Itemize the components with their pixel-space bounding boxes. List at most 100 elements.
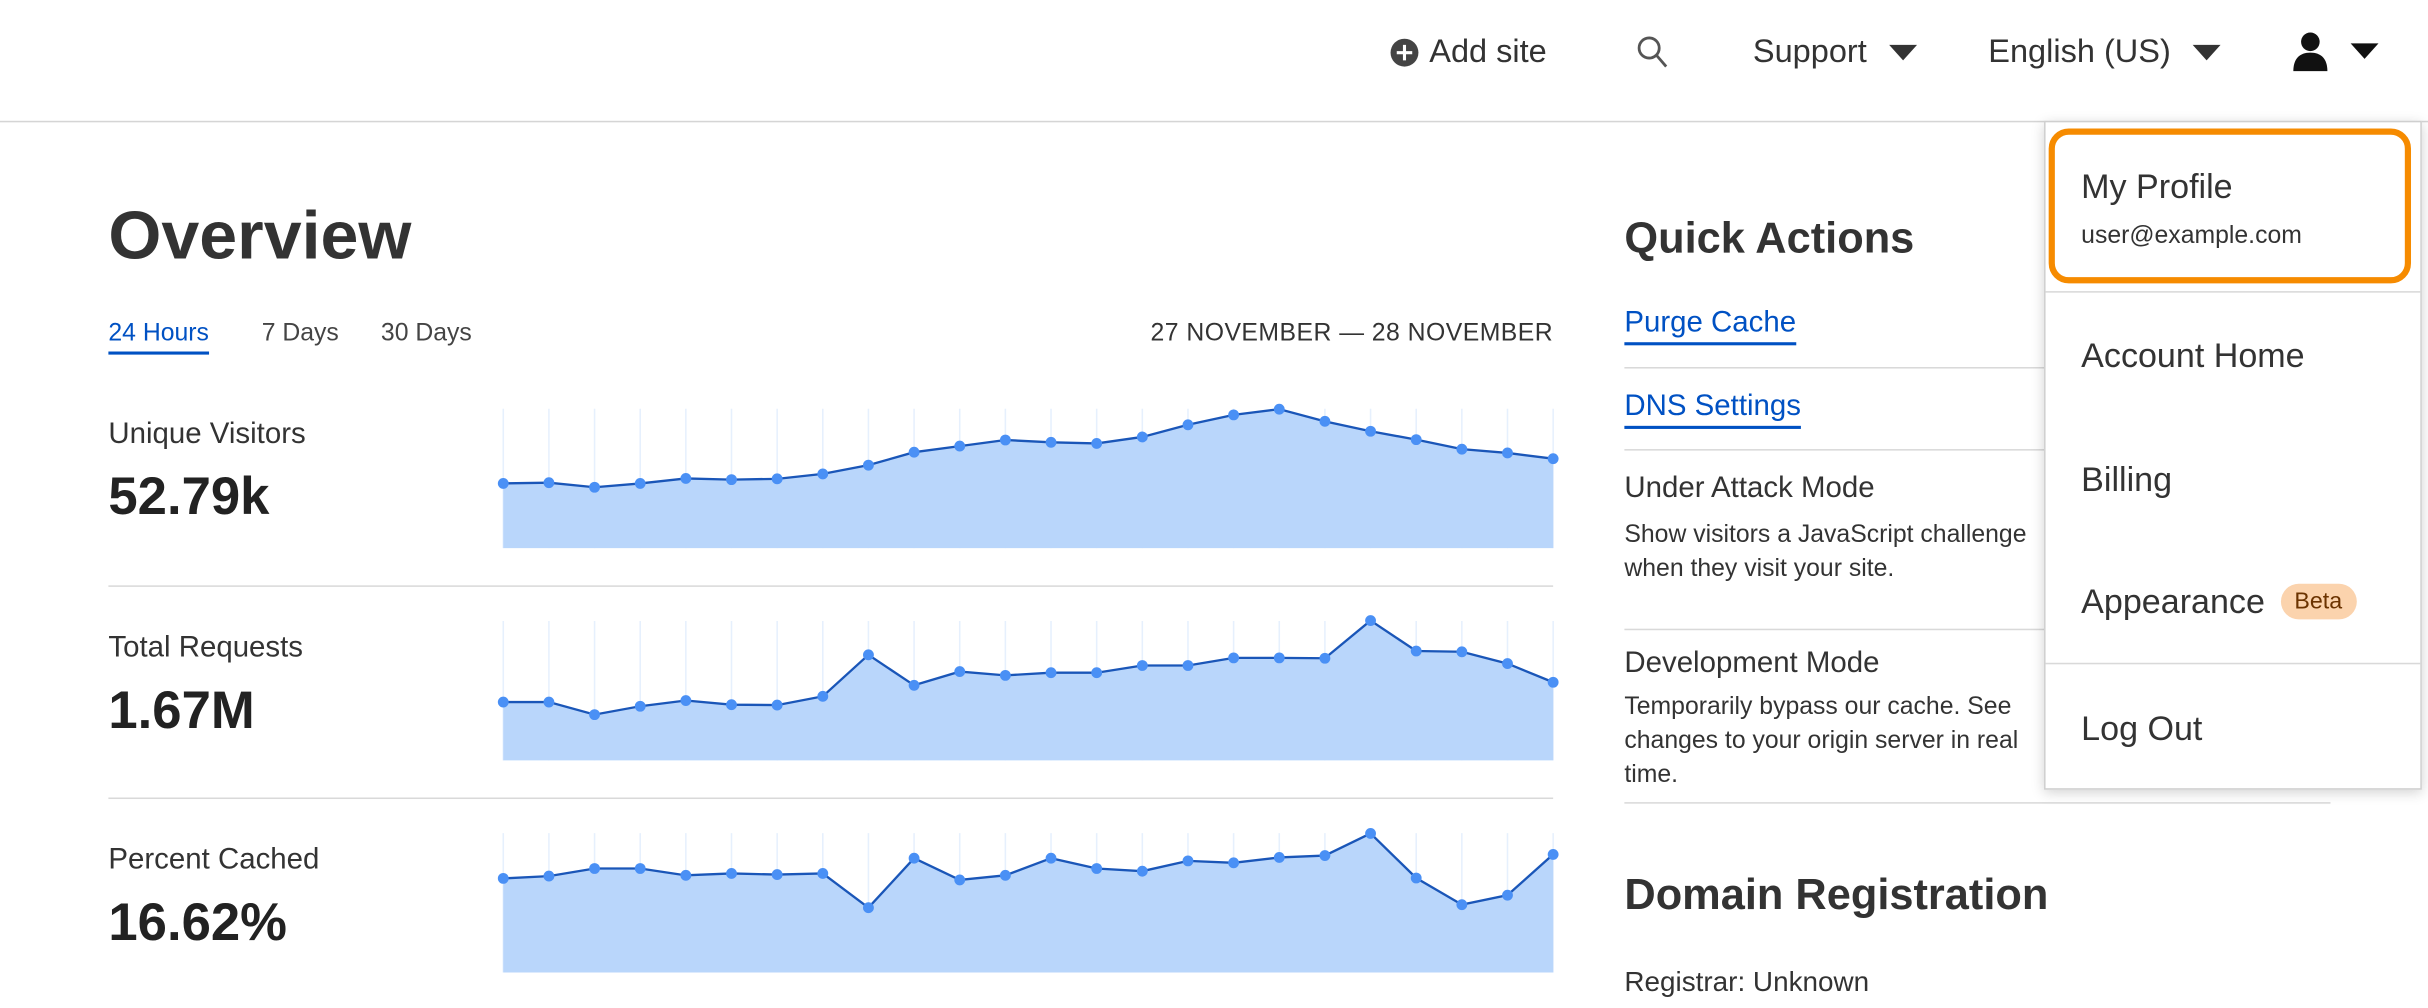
data-point bbox=[1410, 872, 1422, 884]
unique-visitors-chart bbox=[497, 403, 1559, 549]
data-point bbox=[1410, 645, 1422, 657]
data-point bbox=[634, 863, 646, 874]
data-point bbox=[1228, 652, 1240, 664]
series-line bbox=[503, 619, 1554, 716]
data-point bbox=[1365, 828, 1376, 839]
data-point bbox=[1410, 434, 1422, 446]
data-point bbox=[954, 874, 966, 886]
metric-value: 1.67M bbox=[108, 681, 255, 741]
account-home-item[interactable]: Account Home bbox=[2081, 336, 2305, 375]
data-point bbox=[1228, 409, 1240, 421]
data-point bbox=[1045, 667, 1057, 679]
add-site-label: Add site bbox=[1429, 34, 1547, 70]
data-point bbox=[999, 434, 1011, 446]
page-title: Overview bbox=[108, 198, 412, 275]
data-point bbox=[1547, 453, 1559, 465]
tab-7-days[interactable]: 7 Days bbox=[261, 320, 339, 347]
data-point bbox=[908, 852, 920, 864]
data-point bbox=[908, 446, 920, 458]
search-icon bbox=[1637, 36, 1668, 68]
data-point bbox=[771, 699, 783, 711]
under-attack-desc: Show visitors a JavaScript challenge whe… bbox=[1624, 521, 2027, 583]
data-point bbox=[1456, 899, 1468, 911]
data-point bbox=[1456, 646, 1468, 658]
data-point bbox=[1319, 850, 1331, 861]
data-point bbox=[589, 863, 600, 874]
data-point bbox=[1273, 852, 1285, 863]
data-point bbox=[1091, 863, 1103, 874]
data-point bbox=[1273, 403, 1285, 415]
data-point bbox=[589, 481, 600, 493]
divider bbox=[1624, 628, 2331, 631]
data-point bbox=[543, 477, 555, 489]
series-line bbox=[503, 407, 1554, 489]
support-dropdown[interactable]: Support bbox=[1752, 34, 1917, 71]
data-point bbox=[1136, 865, 1148, 877]
language-dropdown[interactable]: English (US) bbox=[1988, 34, 2221, 71]
data-point bbox=[1045, 436, 1057, 448]
data-point bbox=[726, 699, 737, 711]
my-profile-label[interactable]: My Profile bbox=[2081, 167, 2233, 206]
data-point bbox=[680, 695, 692, 706]
data-point bbox=[634, 700, 646, 712]
data-point bbox=[589, 709, 600, 721]
data-point bbox=[497, 872, 509, 884]
divider bbox=[1624, 366, 2331, 369]
user-dropdown-menu: My Profile user@example.com Account Home… bbox=[2044, 120, 2422, 790]
data-point bbox=[1547, 848, 1559, 860]
data-point bbox=[817, 468, 829, 480]
dns-settings-link[interactable]: DNS Settings bbox=[1624, 390, 1801, 429]
data-point bbox=[543, 870, 555, 882]
metric-label: Total Requests bbox=[108, 631, 304, 665]
appearance-label: Appearance bbox=[2081, 582, 2265, 621]
data-point bbox=[863, 902, 874, 914]
user-menu-button[interactable] bbox=[2292, 31, 2379, 72]
support-label: Support bbox=[1752, 34, 1867, 70]
plus-circle-icon bbox=[1390, 38, 1419, 67]
search-button[interactable] bbox=[1635, 34, 1672, 71]
language-label: English (US) bbox=[1988, 34, 2171, 70]
data-point bbox=[1182, 419, 1194, 431]
my-profile-item[interactable] bbox=[2048, 128, 2412, 284]
log-out-item[interactable]: Log Out bbox=[2081, 709, 2203, 748]
data-point bbox=[1182, 855, 1194, 867]
registrar-text: Registrar: Unknown bbox=[1624, 966, 1870, 998]
data-point bbox=[1136, 660, 1148, 671]
data-point bbox=[726, 868, 737, 879]
caret-down-icon bbox=[2350, 43, 2379, 59]
under-attack-title: Under Attack Mode bbox=[1624, 472, 1875, 505]
tab-30-days[interactable]: 30 Days bbox=[380, 320, 472, 347]
purge-cache-link[interactable]: Purge Cache bbox=[1624, 307, 1797, 346]
beta-badge: Beta bbox=[2280, 583, 2357, 620]
appearance-item[interactable]: Appearance Beta bbox=[2081, 582, 2357, 622]
data-point bbox=[1045, 852, 1057, 864]
data-point bbox=[1365, 425, 1376, 437]
domain-registration-title: Domain Registration bbox=[1624, 870, 2049, 919]
data-point bbox=[771, 869, 783, 880]
area-fill bbox=[503, 833, 1554, 973]
data-point bbox=[1547, 676, 1559, 688]
metric-label: Percent Cached bbox=[108, 843, 320, 877]
date-range: 27 NOVEMBER — 28 NOVEMBER bbox=[1150, 320, 1554, 347]
metric-value: 16.62% bbox=[108, 893, 287, 953]
data-point bbox=[1273, 652, 1285, 664]
divider bbox=[1624, 449, 2331, 451]
data-point bbox=[999, 869, 1011, 881]
add-site-button[interactable]: Add site bbox=[1389, 34, 1547, 71]
divider bbox=[2045, 662, 2421, 665]
data-point bbox=[497, 478, 509, 489]
data-point bbox=[771, 473, 783, 485]
series-line bbox=[503, 832, 1554, 910]
divider bbox=[1624, 802, 2331, 804]
data-point bbox=[680, 869, 692, 881]
billing-item[interactable]: Billing bbox=[2081, 459, 2173, 499]
user-email: user@example.com bbox=[2081, 222, 2302, 250]
caret-down-icon bbox=[1888, 44, 1917, 61]
data-point bbox=[1365, 615, 1376, 626]
tab-24-hours[interactable]: 24 Hours bbox=[108, 321, 209, 355]
data-point bbox=[1502, 447, 1513, 459]
divider bbox=[2045, 291, 2421, 293]
data-point bbox=[1502, 658, 1513, 669]
divider bbox=[108, 585, 1554, 587]
